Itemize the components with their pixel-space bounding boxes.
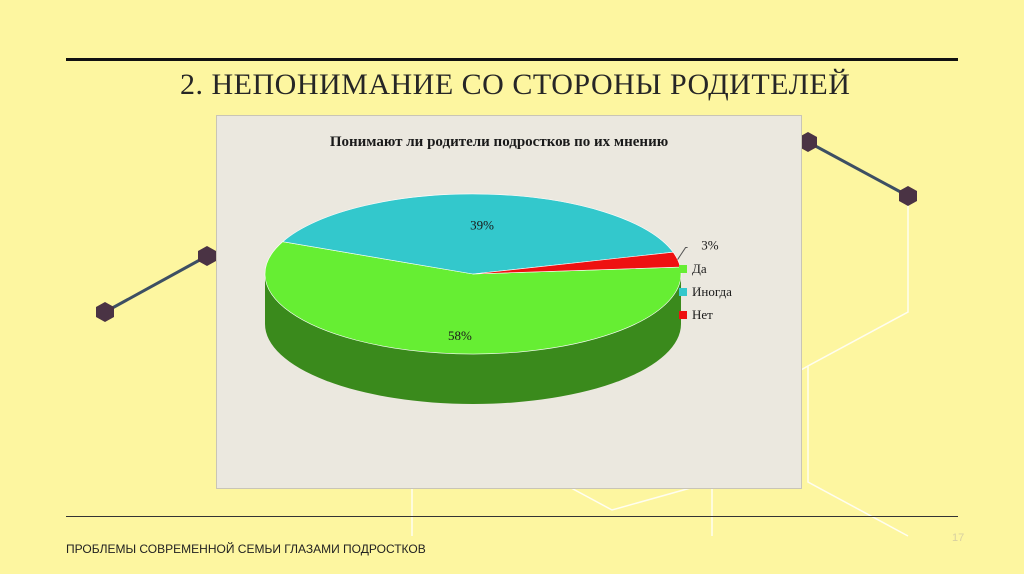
legend-label-2: Нет (692, 307, 713, 322)
data-label-2: 3% (701, 237, 719, 252)
pie-side-0 (265, 274, 681, 404)
hex-node (198, 246, 216, 266)
hex-node (96, 302, 114, 322)
legend-swatch-2 (679, 311, 687, 319)
pie-chart-container: Понимают ли родители подростков по их мн… (216, 115, 802, 489)
footer-text: ПРОБЛЕМЫ СОВРЕМЕННОЙ СЕМЬИ ГЛАЗАМИ ПОДРО… (66, 542, 426, 556)
chart-legend: Да Иногда Нет (679, 261, 732, 322)
top-rule (66, 58, 958, 61)
pie-chart: Понимают ли родители подростков по их мн… (264, 134, 732, 404)
pie-labels: 58% 39% 3% (448, 218, 719, 343)
chart-title: Понимают ли родители подростков по их мн… (330, 134, 668, 150)
legend-swatch-0 (679, 265, 687, 273)
hex-node (899, 186, 917, 206)
legend-swatch-1 (679, 288, 687, 296)
pie-sides (265, 274, 681, 404)
data-label-0: 58% (448, 328, 472, 343)
pie-slice-0 (264, 241, 682, 355)
hex-node (799, 132, 817, 152)
page-number: 17 (952, 532, 965, 544)
leader-line (677, 247, 688, 260)
data-label-1: 39% (470, 218, 494, 233)
bottom-rule (66, 516, 958, 517)
legend-label-1: Иногда (692, 284, 732, 299)
pie-slice-1 (282, 193, 674, 275)
legend-label-0: Да (692, 261, 707, 276)
slide-title: 2. НЕПОНИМАНИЕ СО СТОРОНЫ РОДИТЕЛЕЙ (180, 68, 851, 101)
pie-top (264, 193, 682, 355)
